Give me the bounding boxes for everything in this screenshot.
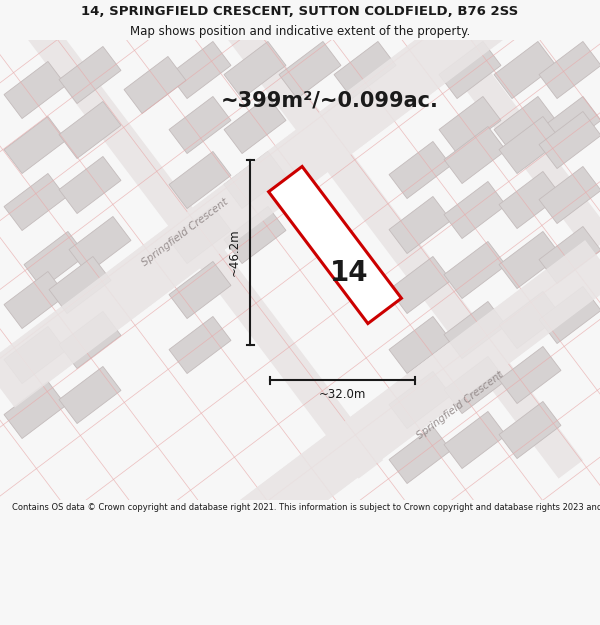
Polygon shape — [389, 371, 451, 429]
Polygon shape — [444, 356, 506, 414]
Polygon shape — [389, 256, 451, 314]
Polygon shape — [539, 286, 600, 344]
Polygon shape — [439, 41, 501, 99]
Polygon shape — [24, 231, 86, 289]
Polygon shape — [439, 96, 501, 154]
Polygon shape — [4, 174, 66, 231]
Text: ~32.0m: ~32.0m — [319, 388, 366, 401]
Polygon shape — [49, 256, 111, 314]
Polygon shape — [444, 241, 506, 299]
Polygon shape — [539, 111, 600, 169]
Polygon shape — [269, 166, 401, 324]
Polygon shape — [389, 196, 451, 254]
Polygon shape — [169, 41, 231, 99]
Polygon shape — [499, 291, 561, 349]
Polygon shape — [444, 301, 506, 359]
Polygon shape — [279, 41, 341, 99]
Polygon shape — [389, 141, 451, 199]
Text: Springfield Crescent: Springfield Crescent — [140, 196, 230, 268]
Polygon shape — [539, 166, 600, 224]
Polygon shape — [169, 316, 231, 374]
Polygon shape — [494, 41, 556, 99]
Polygon shape — [444, 126, 506, 184]
Polygon shape — [539, 226, 600, 284]
Polygon shape — [59, 311, 121, 369]
Polygon shape — [539, 96, 600, 154]
Polygon shape — [389, 426, 451, 484]
Polygon shape — [494, 96, 556, 154]
Polygon shape — [124, 56, 186, 114]
Polygon shape — [499, 171, 561, 229]
Polygon shape — [4, 61, 66, 119]
Text: 14: 14 — [329, 259, 368, 287]
Polygon shape — [499, 401, 561, 459]
Polygon shape — [69, 216, 131, 274]
Polygon shape — [4, 271, 66, 329]
Polygon shape — [389, 316, 451, 374]
Text: 14, SPRINGFIELD CRESCENT, SUTTON COLDFIELD, B76 2SS: 14, SPRINGFIELD CRESCENT, SUTTON COLDFIE… — [82, 5, 518, 18]
Polygon shape — [4, 381, 66, 439]
Polygon shape — [59, 46, 121, 104]
Polygon shape — [444, 411, 506, 469]
Polygon shape — [334, 41, 396, 99]
Text: Contains OS data © Crown copyright and database right 2021. This information is : Contains OS data © Crown copyright and d… — [12, 503, 600, 511]
Polygon shape — [539, 41, 600, 99]
Polygon shape — [224, 151, 286, 209]
Polygon shape — [169, 206, 231, 264]
Text: Springfield Crescent: Springfield Crescent — [415, 369, 505, 441]
Polygon shape — [499, 346, 561, 404]
Polygon shape — [4, 116, 66, 174]
Polygon shape — [444, 181, 506, 239]
Polygon shape — [169, 151, 231, 209]
Polygon shape — [224, 41, 286, 99]
Polygon shape — [224, 206, 286, 264]
Polygon shape — [59, 156, 121, 214]
Polygon shape — [224, 96, 286, 154]
Polygon shape — [4, 326, 66, 384]
Polygon shape — [169, 261, 231, 319]
Polygon shape — [59, 101, 121, 159]
Polygon shape — [169, 96, 231, 154]
Text: ~399m²/~0.099ac.: ~399m²/~0.099ac. — [221, 90, 439, 110]
Polygon shape — [499, 231, 561, 289]
Polygon shape — [59, 366, 121, 424]
Text: ~46.2m: ~46.2m — [227, 229, 241, 276]
Text: Map shows position and indicative extent of the property.: Map shows position and indicative extent… — [130, 25, 470, 38]
Polygon shape — [499, 116, 561, 174]
